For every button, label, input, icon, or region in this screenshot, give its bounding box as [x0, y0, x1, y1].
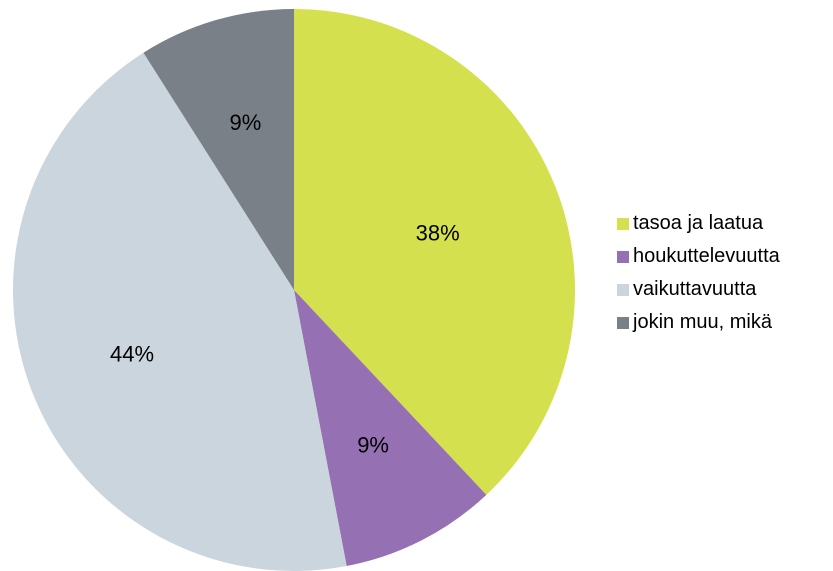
- pie-slices: [12, 9, 576, 571]
- slice-labels: 38% 9% 44% 9%: [110, 110, 460, 458]
- data-label-tasoa-ja-laatua: 38%: [416, 221, 460, 246]
- legend-item-houkuttelevuutta: houkuttelevuutta: [617, 240, 780, 273]
- legend-label: jokin muu, mikä: [633, 311, 772, 333]
- legend-label: houkuttelevuutta: [633, 245, 780, 267]
- data-label-houkuttelevuutta: 9%: [357, 433, 389, 458]
- legend-swatch: [617, 316, 629, 329]
- legend-item-tasoa-ja-laatua: tasoa ja laatua: [617, 207, 780, 240]
- legend-swatch: [617, 217, 629, 230]
- legend-label: tasoa ja laatua: [633, 212, 764, 234]
- legend-swatch: [617, 250, 629, 263]
- pie-slice-houkuttelevuutta: [294, 290, 487, 567]
- pie-slice-jokin-muu-mikä: [143, 9, 294, 290]
- legend-item-vaikuttavuutta: vaikuttavuutta: [617, 273, 780, 306]
- legend-swatch: [617, 283, 629, 296]
- pie-slice-vaikuttavuutta: [12, 52, 347, 571]
- pie-slice-tasoa-ja-laatua: [294, 9, 576, 495]
- legend-item-jokin-muu-mikä: jokin muu, mikä: [617, 306, 780, 339]
- data-label-jokin-muu-mikä: 9%: [230, 110, 262, 135]
- chart-legend: tasoa ja laatua houkuttelevuutta vaikuttav…: [617, 207, 780, 339]
- data-label-vaikuttavuutta: 44%: [110, 342, 154, 367]
- legend-label: vaikuttavuutta: [633, 278, 757, 300]
